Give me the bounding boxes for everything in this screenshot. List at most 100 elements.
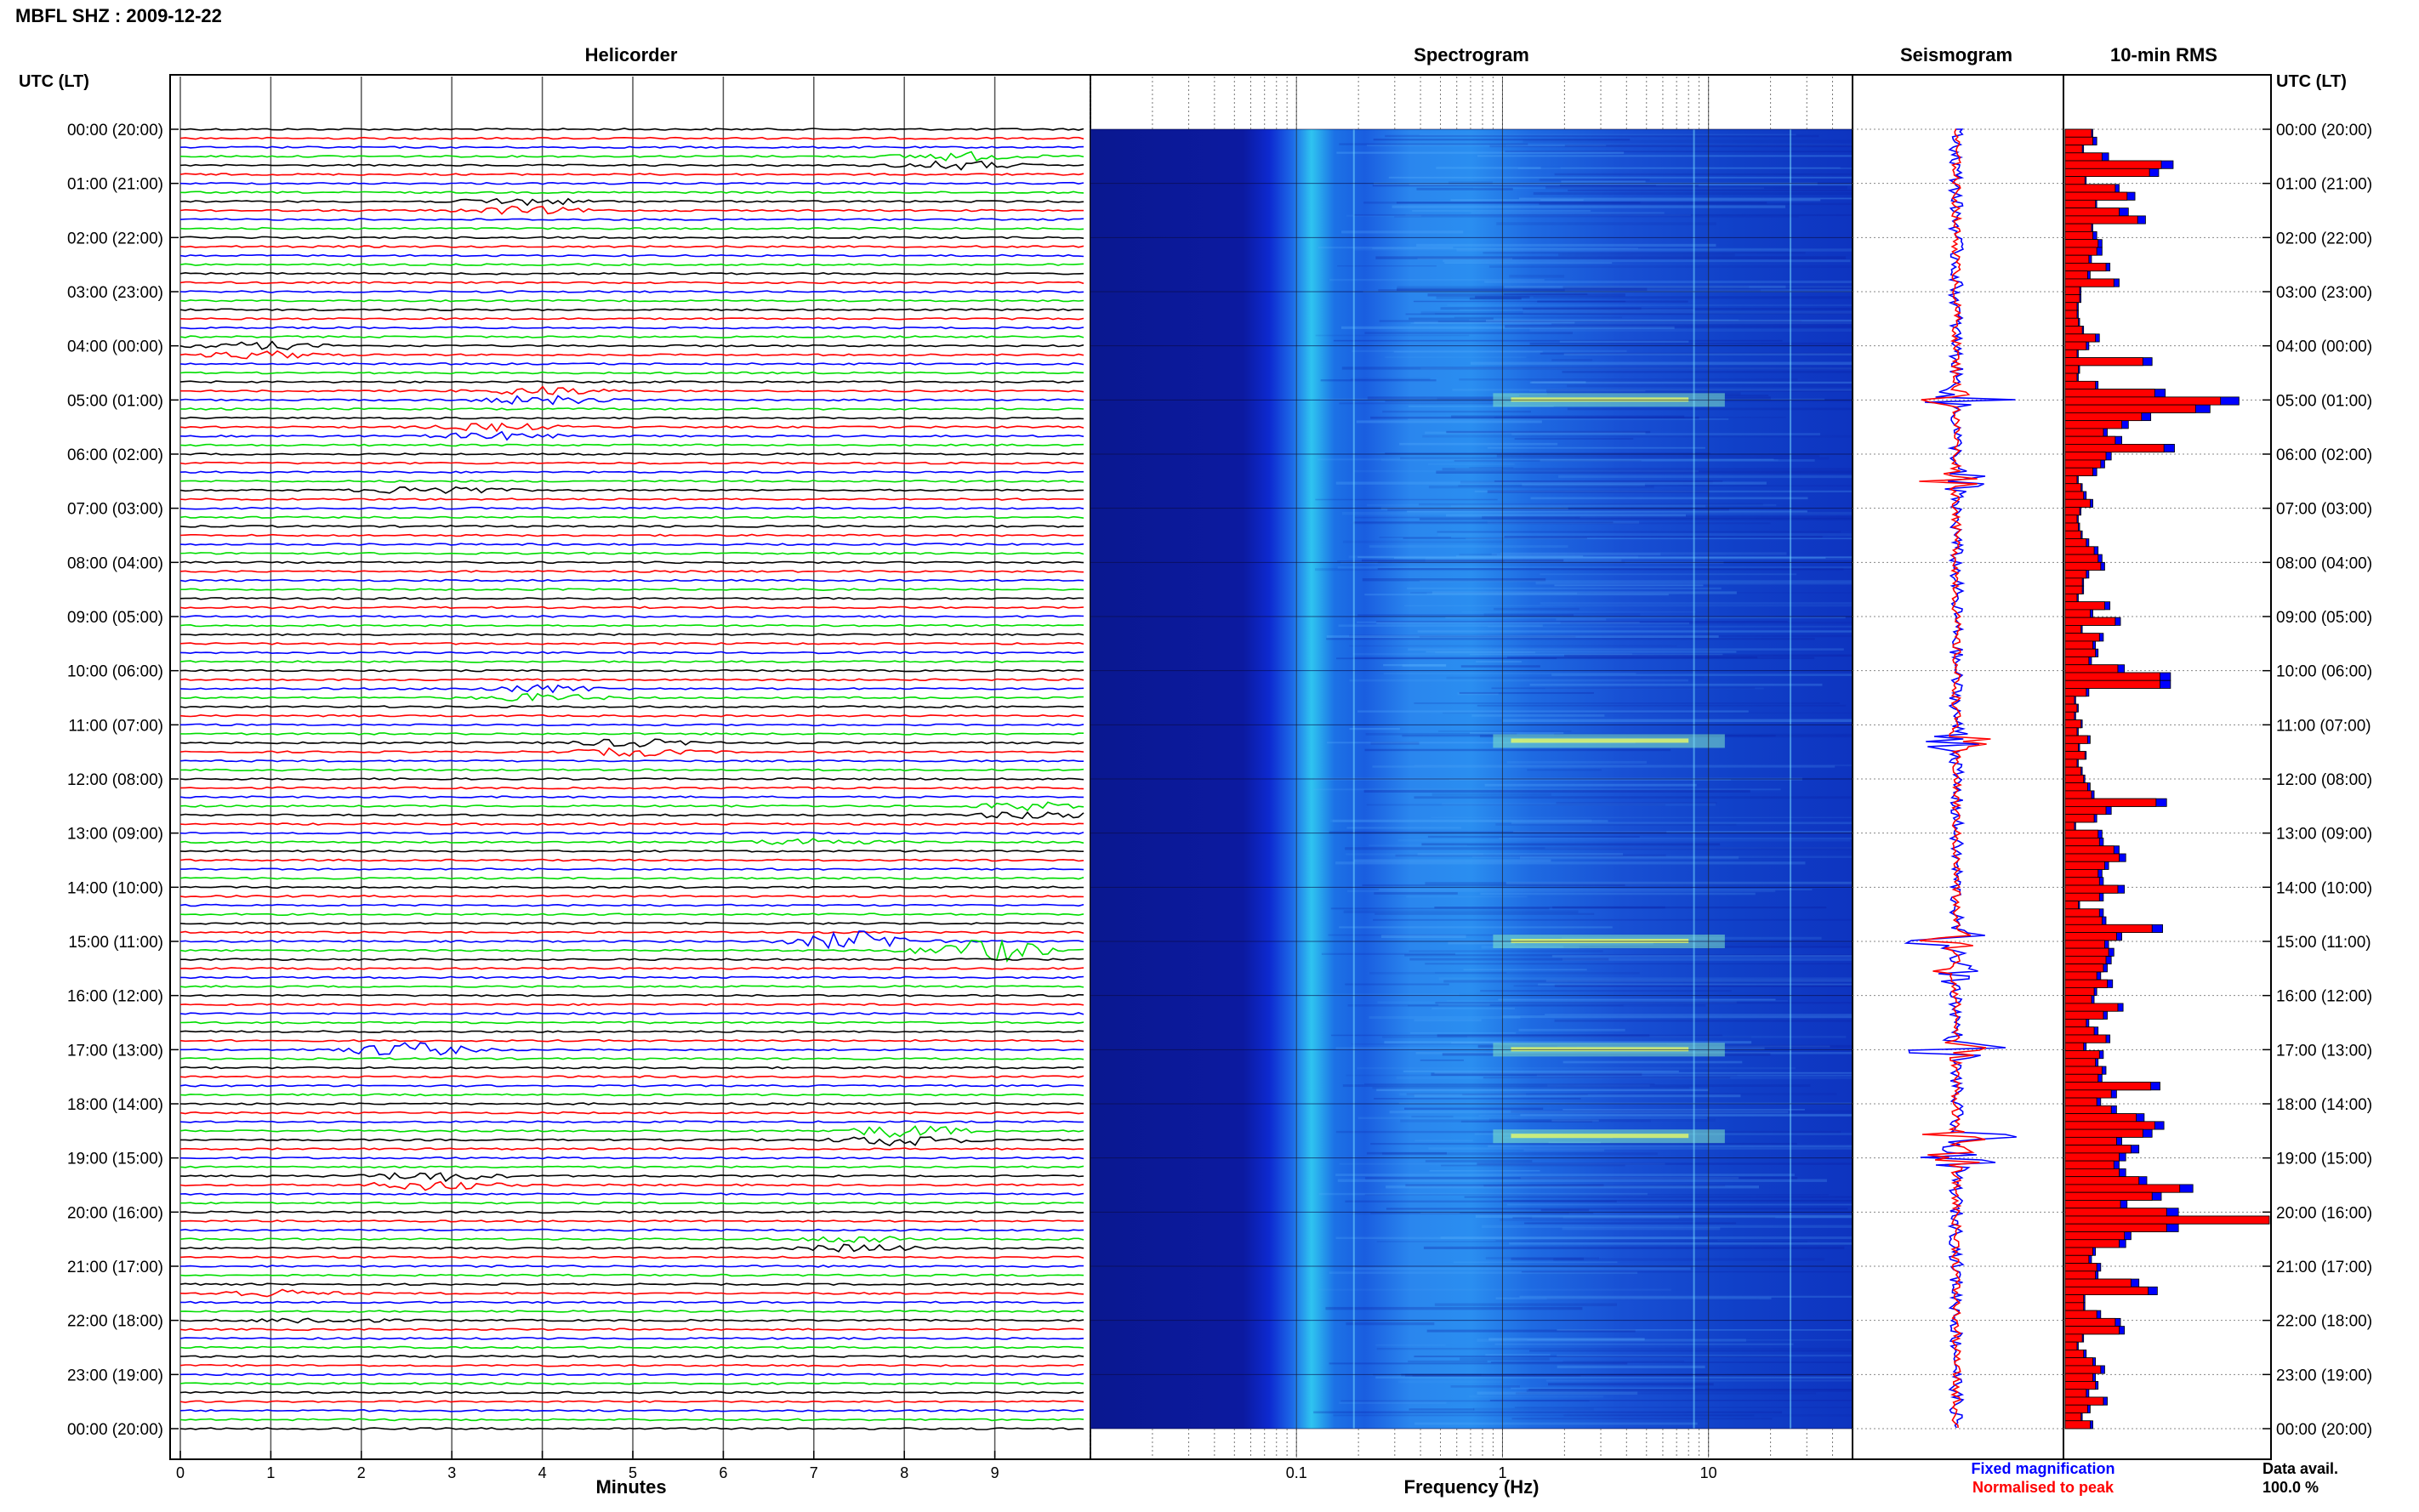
spectrogram-streak — [1488, 1338, 1645, 1341]
spectrogram-streak — [1460, 480, 1713, 484]
spectrogram-streak — [1437, 1034, 1650, 1037]
spectrogram-streak — [1484, 783, 1697, 787]
rms-bar-normalised — [2064, 1152, 2120, 1162]
spectrogram-streak — [1503, 1199, 1853, 1202]
spectrogram-streak — [1531, 380, 1853, 384]
spectrogram-streak — [1414, 1019, 1482, 1022]
rms-bar-normalised — [2064, 128, 2092, 138]
rms-bar-normalised — [2064, 160, 2162, 169]
hour-tick-label-left: 19:00 (15:00) — [67, 1151, 163, 1168]
rms-bar-normalised — [2064, 357, 2143, 367]
spectrogram-streak — [1352, 1212, 1569, 1215]
helicorder-trace-line — [179, 1165, 1084, 1169]
spectrogram-streak — [1354, 1267, 1691, 1270]
helicorder-trace-line — [179, 506, 1084, 510]
rms-bar-normalised — [2064, 782, 2088, 792]
spectrogram-streak — [1341, 367, 1853, 370]
spectrogram-streak — [1372, 765, 1836, 768]
spectrogram-streak — [1375, 1376, 1853, 1379]
rms-bar-normalised — [2064, 1341, 2078, 1350]
spectrogram-streak — [1553, 1258, 1824, 1261]
helicorder-trace-line — [179, 281, 1084, 285]
helicorder-trace-line — [179, 151, 1084, 162]
spectrogram-streak — [1506, 760, 1647, 764]
rms-panel: 00:00 (20:00) 01:00 (21:00) 02:00 (22:00) 0… — [2063, 74, 2372, 1460]
spectrogram-streak — [1380, 935, 1466, 938]
spectrogram-streak — [1409, 183, 1853, 186]
helicorder-trace-line — [179, 1317, 1084, 1324]
helicorder-trace-line — [179, 1125, 1084, 1139]
rms-bar-normalised — [2064, 230, 2093, 241]
spectrogram-streak — [1464, 1196, 1853, 1198]
helicorder-trace-line — [179, 340, 1084, 350]
spectrogram-streak — [1450, 1385, 1520, 1388]
spectrogram-streak — [1459, 554, 1497, 556]
rms-bar-normalised — [2064, 1136, 2117, 1146]
spectrogram-streak — [1425, 963, 1853, 965]
spectrogram-streak — [1376, 621, 1788, 622]
minute-tick-label: 6 — [719, 1464, 727, 1481]
rms-bar-normalised — [2064, 1310, 2097, 1319]
spectrogram-streak — [1409, 1408, 1475, 1411]
helicorder-trace-line — [179, 660, 1084, 663]
rms-bar-normalised — [2064, 1357, 2093, 1367]
helicorder-trace-line — [179, 930, 1084, 935]
spectrogram-streak — [1500, 1219, 1694, 1221]
spectrogram-streak — [1434, 313, 1853, 315]
spectrogram-streak — [1352, 653, 1633, 656]
hour-tick-label-right: 17:00 (13:00) — [2276, 1042, 2372, 1060]
hour-tick-label-right: 09:00 (05:00) — [2276, 609, 2372, 627]
rms-bar-normalised — [2064, 932, 2117, 941]
hour-tick-label-right: 22:00 (18:00) — [2276, 1313, 2372, 1331]
minute-tick-label: 0 — [176, 1464, 185, 1481]
spectrogram-streak — [1408, 1360, 1488, 1363]
spectrogram-streak — [1509, 1242, 1853, 1245]
spectrogram-streak — [1567, 384, 1853, 388]
spectrogram-streak — [1487, 446, 1705, 449]
rms-bar-normalised — [2064, 317, 2079, 327]
rms-bar-normalised — [2064, 703, 2078, 713]
spectrogram-streak — [1461, 611, 1696, 613]
helicorder-traces — [179, 128, 1084, 1430]
helicorder-trace-line — [179, 533, 1084, 537]
rms-bar-normalised — [2064, 719, 2081, 729]
helicorder-trace-line — [179, 480, 1084, 483]
rms-bar-normalised — [2064, 349, 2078, 358]
spectrogram-streak — [1339, 143, 1528, 145]
helicorder-trace-line — [179, 486, 1084, 494]
spectrogram-streak — [1366, 1151, 1447, 1155]
rms-bar-normalised — [2064, 1294, 2085, 1304]
spectrogram-streak — [1343, 540, 1504, 543]
spectrogram-streak — [1556, 802, 1717, 804]
spectrogram-streak — [1404, 954, 1853, 957]
minute-tick-label: 9 — [991, 1464, 999, 1481]
helicorder-trace-line — [179, 1111, 1084, 1115]
spectrogram-streak — [1500, 552, 1787, 555]
spectrogram-streak — [1504, 536, 1823, 538]
rms-bar-normalised — [2064, 1145, 2132, 1154]
spectrogram-streak — [1548, 1383, 1714, 1386]
helicorder-trace-line — [179, 732, 1084, 736]
spectrogram-streak — [1325, 1306, 1583, 1310]
rms-bar-normalised — [2064, 798, 2157, 807]
hour-tick-label-right: 04:00 (00:00) — [2276, 338, 2372, 356]
rms-bar-normalised — [2064, 1333, 2083, 1343]
spectrogram-streak — [1361, 559, 1564, 562]
helicorder-trace-line — [179, 380, 1084, 384]
rms-bar-normalised — [2064, 254, 2090, 264]
helicorder-trace-line — [179, 1363, 1084, 1367]
spectrogram-streak — [1425, 882, 1853, 885]
spectrogram-streak — [1540, 459, 1815, 462]
rms-bar-normalised — [2064, 1176, 2140, 1185]
spectrogram-streak — [1539, 179, 1650, 181]
spectrogram-streak — [1545, 1014, 1853, 1015]
helicorder-trace-line — [179, 713, 1084, 718]
rms-bar-normalised — [2064, 467, 2093, 476]
helicorder-trace-line — [179, 876, 1084, 880]
rms-bar-normalised — [2064, 1389, 2087, 1398]
spectrogram-streak — [1523, 139, 1853, 143]
rms-bar-normalised — [2064, 428, 2104, 437]
spectrogram-streak — [1412, 1375, 1581, 1377]
spectrogram-streak — [1556, 618, 1607, 621]
spectrogram-streak — [1552, 906, 1665, 909]
